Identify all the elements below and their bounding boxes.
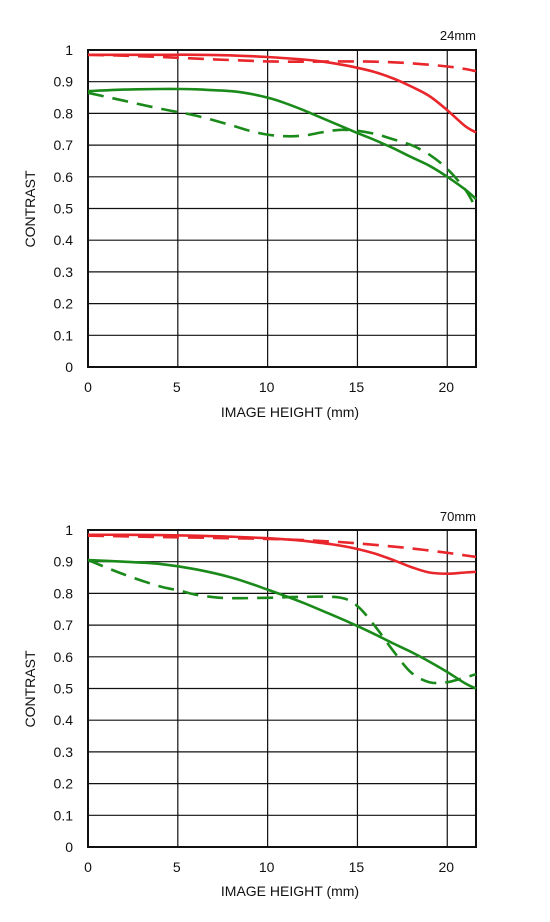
y-tick-label: 0.7 [54, 617, 74, 633]
x-tick-label: 20 [438, 859, 454, 875]
series-line-red-dashed [87, 534, 477, 559]
series-line-red-solid [88, 53, 477, 134]
y-tick-label: 0.8 [54, 585, 74, 601]
x-tick-label: 10 [259, 859, 275, 875]
y-tick-label: 0 [65, 839, 73, 855]
x-tick-label: 0 [84, 379, 92, 395]
y-axis-title: CONTRAST [22, 170, 38, 247]
y-tick-label: 0.9 [54, 554, 74, 570]
x-tick-label: 0 [84, 859, 92, 875]
mtf-plot-24mm: 24mm CONTRAST IMAGE HEIGHT (mm) 0 0.1 0.2 0… [22, 28, 478, 420]
y-tick-label: 0.8 [54, 105, 74, 121]
y-tick-label: 0.9 [54, 74, 74, 90]
y-tick-label: 1 [65, 42, 73, 58]
x-tick-label: 5 [173, 859, 181, 875]
series-line-red-dashed [87, 53, 477, 73]
series-line-red-solid [87, 533, 477, 575]
y-tick-label: 0.5 [54, 201, 74, 217]
y-tick-label: 0.2 [54, 296, 74, 312]
plot-frame [87, 49, 477, 368]
y-axis-title: CONTRAST [22, 650, 38, 727]
x-tick-label: 20 [438, 379, 454, 395]
y-tick-label: 0.6 [54, 649, 74, 665]
grid [87, 49, 477, 368]
mtf-plot-70mm: 70mm CONTRAST IMAGE HEIGHT (mm) 0 0.1 0.2 0… [22, 509, 477, 899]
x-axis-title: IMAGE HEIGHT (mm) [221, 883, 359, 899]
y-tick-label: 0.2 [54, 776, 74, 792]
y-tick-label: 0.1 [54, 327, 74, 343]
y-tick-label: 0.6 [54, 169, 74, 185]
y-tick-label: 0.4 [54, 712, 74, 728]
grid [87, 529, 477, 848]
y-tick-label: 0 [65, 359, 73, 375]
y-tick-label: 0.4 [54, 232, 74, 248]
y-tick-label: 0.7 [54, 137, 74, 153]
x-axis-title: IMAGE HEIGHT (mm) [221, 404, 359, 420]
x-tick-label: 15 [349, 379, 365, 395]
x-tick-label: 15 [349, 859, 365, 875]
series-line-green-dashed [87, 91, 478, 210]
focal-length-label: 24mm [440, 28, 476, 43]
focal-length-label: 70mm [440, 509, 476, 524]
mtf-chart-70mm: 70mm CONTRAST IMAGE HEIGHT (mm) 0 0.1 0.2 0… [0, 480, 550, 920]
x-tick-label: 5 [173, 379, 181, 395]
series-line-green-solid [87, 558, 477, 690]
series-line-green-dashed [87, 558, 477, 685]
y-tick-label: 1 [65, 522, 73, 538]
y-tick-label: 0.1 [54, 807, 74, 823]
x-tick-label: 10 [259, 379, 275, 395]
mtf-chart-24mm: 24mm CONTRAST IMAGE HEIGHT (mm) 0 0.1 0.2 0… [0, 0, 550, 440]
y-tick-label: 0.3 [54, 264, 74, 280]
series-line-green-solid [87, 87, 477, 200]
y-tick-label: 0.3 [54, 744, 74, 760]
y-tick-label: 0.5 [54, 681, 74, 697]
